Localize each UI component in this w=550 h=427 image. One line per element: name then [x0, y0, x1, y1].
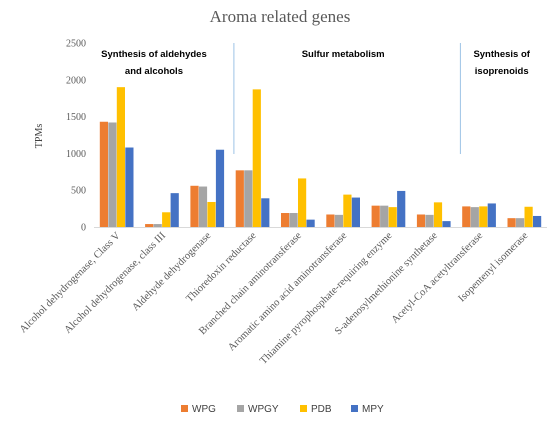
bar-mpy	[442, 221, 451, 227]
bar-wpgy	[289, 213, 298, 227]
y-tick-label: 0	[81, 223, 86, 234]
bar-mpy	[487, 203, 496, 227]
bar-pdb	[162, 212, 171, 227]
bar-pdb	[116, 87, 125, 227]
bar-mpy	[306, 219, 315, 227]
group-dividers	[233, 43, 461, 154]
group-label: Synthesis of aldehydes	[101, 49, 207, 60]
bar-wpgy	[380, 205, 389, 227]
bar-wpg	[507, 218, 516, 227]
bar-pdb	[252, 89, 261, 227]
bar-wpgy	[108, 122, 117, 227]
group-label: Sulfur metabolism	[302, 49, 385, 60]
legend-swatch-wpgy	[237, 405, 244, 412]
legend-swatch-mpy	[351, 405, 358, 412]
legend-label-pdb: PDB	[311, 404, 332, 415]
bar-wpg	[235, 170, 244, 227]
chart-title: Aroma related genes	[210, 7, 351, 26]
y-tick-label: 500	[71, 186, 86, 197]
legend-swatch-pdb	[300, 405, 307, 412]
legend-label-wpgy: WPGY	[248, 404, 279, 415]
y-tick-label: 2500	[66, 39, 86, 50]
y-tick-label: 2000	[66, 75, 86, 86]
bar-pdb	[298, 178, 307, 227]
bar-mpy	[397, 190, 406, 227]
bar-pdb	[388, 207, 397, 227]
legend-label-mpy: MPY	[362, 404, 384, 415]
bar-wpg	[99, 121, 108, 227]
bar-wpg	[462, 206, 471, 227]
group-label: Synthesis of	[473, 49, 530, 60]
bar-mpy	[533, 215, 542, 227]
bar-mpy	[261, 198, 270, 227]
bar-mpy	[170, 193, 179, 227]
bar-pdb	[207, 201, 216, 227]
bar-wpgy	[470, 207, 479, 227]
bar-mpy	[215, 149, 225, 227]
bar-wpg	[416, 214, 426, 227]
bar-wpg	[281, 213, 290, 227]
bar-mpy	[125, 147, 134, 227]
legend-swatch-wpg	[181, 405, 188, 412]
group-labels: Synthesis of aldehydes and alcohols Sulfur…	[101, 49, 531, 77]
bar-wpg	[371, 205, 380, 227]
bar-pdb	[343, 194, 352, 227]
y-axis-label: TPMs	[34, 124, 45, 149]
bar-wpg	[190, 185, 199, 227]
y-tick-label: 1000	[66, 149, 86, 160]
bar-wpgy	[153, 224, 162, 227]
bar-wpgy	[425, 214, 434, 227]
category-label: Aldehyde dehydrogenase	[130, 230, 213, 313]
bar-wpgy	[244, 170, 253, 227]
bar-pdb	[433, 202, 443, 227]
category-label: Acetyl-CoA acetyltransferase	[390, 230, 486, 326]
bar-wpgy	[198, 186, 208, 227]
legend-label-wpg: WPG	[192, 404, 216, 415]
bar-pdb	[524, 206, 533, 227]
bar-wpgy	[334, 214, 343, 227]
group-label: and alcohols	[125, 66, 183, 77]
bar-wpg	[145, 224, 154, 227]
bar-wpgy	[516, 218, 525, 227]
legend: WPG WPGY PDB MPY	[181, 404, 384, 415]
bar-mpy	[351, 197, 360, 227]
bar-pdb	[479, 206, 488, 227]
y-axis-ticks: 0 500 1000 1500 2000 2500	[66, 39, 86, 234]
bar-wpg	[326, 214, 335, 227]
group-label: isoprenoids	[475, 66, 529, 77]
y-tick-label: 1500	[66, 112, 86, 123]
bars	[99, 87, 542, 227]
